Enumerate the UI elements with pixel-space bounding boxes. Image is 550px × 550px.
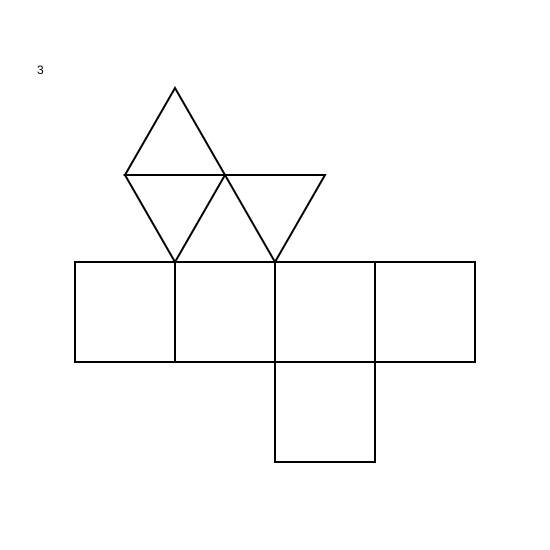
square-4 — [374, 261, 476, 363]
triangle-right-inverted — [223, 174, 327, 265]
square-3 — [274, 261, 376, 363]
square-bottom — [274, 361, 376, 463]
square-2 — [174, 261, 276, 363]
figure-label: 3 — [37, 63, 44, 77]
triangle-top — [123, 85, 227, 176]
triangle-middle-inverted — [123, 174, 227, 265]
square-1 — [74, 261, 176, 363]
